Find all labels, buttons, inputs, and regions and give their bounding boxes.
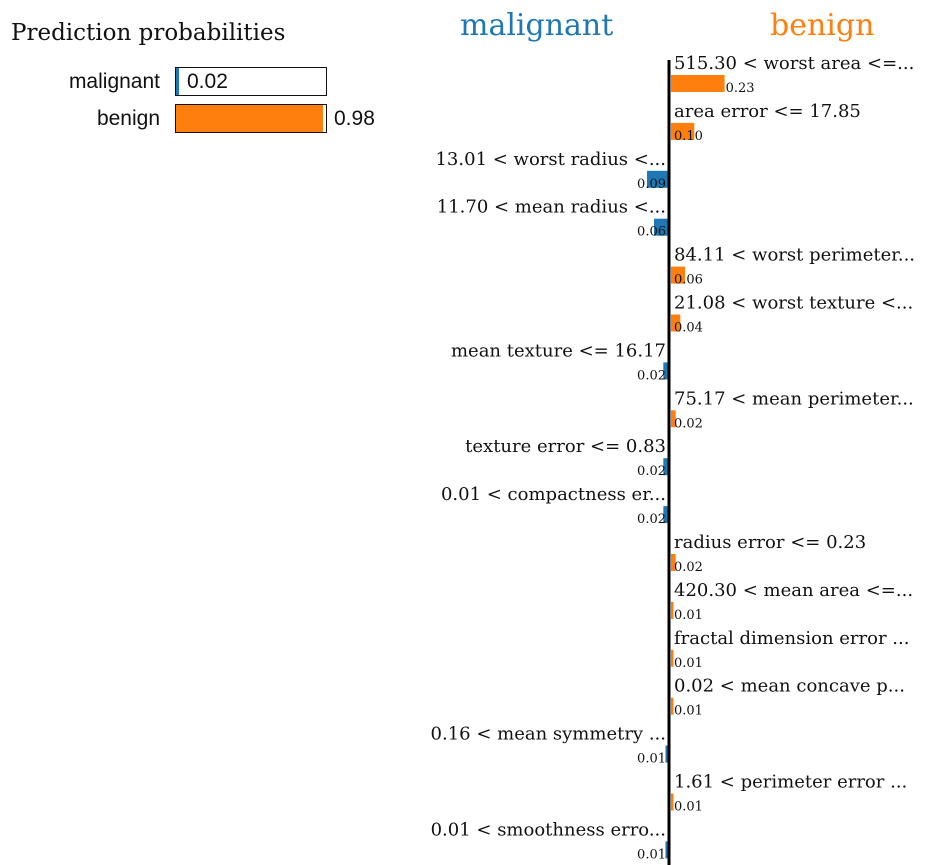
feature-label: 0.01 < compactness er... bbox=[441, 484, 666, 505]
prob-fill-benign bbox=[176, 105, 323, 132]
feature-weight-label: 0.01 bbox=[674, 608, 703, 623]
feature-bar bbox=[671, 75, 725, 92]
feature-bar bbox=[654, 218, 668, 236]
prob-bar-benign bbox=[175, 104, 327, 133]
feature-weight-label: 0.01 bbox=[637, 847, 666, 862]
feature-label: 11.70 < mean radius <... bbox=[437, 197, 666, 218]
prob-label-benign: benign bbox=[96, 107, 160, 130]
feature-weight-label: 0.02 bbox=[637, 512, 666, 527]
feature-bar bbox=[671, 410, 676, 428]
class-header-benign: benign bbox=[770, 8, 875, 43]
feature-bar bbox=[671, 266, 685, 284]
feature-label: 515.30 < worst area <=... bbox=[674, 53, 914, 74]
feature-label: area error <= 17.85 bbox=[674, 101, 861, 122]
class-header-malignant: malignant bbox=[460, 8, 614, 43]
feature-weight-label: 0.04 bbox=[674, 321, 703, 336]
feature-bar bbox=[663, 506, 668, 524]
prob-value-benign: 0.98 bbox=[334, 107, 375, 130]
feature-weight-label: 0.23 bbox=[726, 81, 755, 96]
feature-label: 21.08 < worst texture <... bbox=[674, 293, 913, 314]
feature-bar bbox=[665, 745, 668, 763]
feature-label: radius error <= 0.23 bbox=[674, 532, 866, 553]
prob-value-malignant: 0.02 bbox=[187, 70, 228, 93]
prob-label-malignant: malignant bbox=[68, 70, 160, 93]
feature-bar bbox=[665, 841, 668, 859]
feature-weight-label: 0.02 bbox=[637, 464, 666, 479]
prob-bar-malignant: 0.02 bbox=[175, 67, 327, 96]
feature-label: 1.61 < perimeter error ... bbox=[674, 772, 907, 793]
feature-weight-label: 0.06 bbox=[637, 225, 666, 240]
feature-weight-label: 0.01 bbox=[674, 704, 703, 719]
prob-fill-malignant bbox=[176, 68, 179, 95]
feature-bar bbox=[671, 122, 695, 140]
feature-label: 75.17 < mean perimeter... bbox=[674, 388, 914, 409]
feature-bar bbox=[671, 649, 674, 667]
feature-label: 0.01 < smoothness erro... bbox=[431, 819, 666, 840]
feature-bar bbox=[663, 362, 668, 380]
feature-label: 0.16 < mean symmetry ... bbox=[431, 724, 666, 745]
feature-weight-label: 0.06 bbox=[674, 273, 703, 288]
feature-bar bbox=[671, 793, 674, 811]
feature-weight-label: 0.10 bbox=[674, 129, 703, 144]
feature-label: 13.01 < worst radius <... bbox=[435, 149, 666, 170]
feature-weight-label: 0.01 bbox=[674, 800, 703, 815]
prediction-probabilities-title: Prediction probabilities bbox=[11, 20, 286, 46]
feature-label: 84.11 < worst perimeter... bbox=[674, 245, 915, 266]
feature-bar bbox=[671, 601, 674, 619]
feature-weight-label: 0.02 bbox=[637, 368, 666, 383]
feature-weight-label: 0.02 bbox=[674, 416, 703, 431]
feature-bar bbox=[671, 554, 676, 571]
feature-weight-label: 0.09 bbox=[637, 177, 666, 192]
feature-bar bbox=[671, 697, 674, 715]
feature-bar bbox=[671, 314, 681, 332]
feature-weight-label: 0.01 bbox=[674, 656, 703, 671]
feature-bar bbox=[647, 170, 668, 188]
feature-weight-label: 0.02 bbox=[674, 560, 703, 575]
feature-label: 420.30 < mean area <=... bbox=[674, 580, 913, 601]
feature-label: mean texture <= 16.17 bbox=[451, 340, 666, 361]
feature-label: fractal dimension error ... bbox=[674, 628, 909, 649]
feature-label: texture error <= 0.83 bbox=[465, 436, 666, 457]
feature-label: 0.02 < mean concave p... bbox=[674, 676, 905, 697]
feature-weight-label: 0.01 bbox=[637, 752, 666, 767]
feature-bar bbox=[663, 458, 668, 476]
